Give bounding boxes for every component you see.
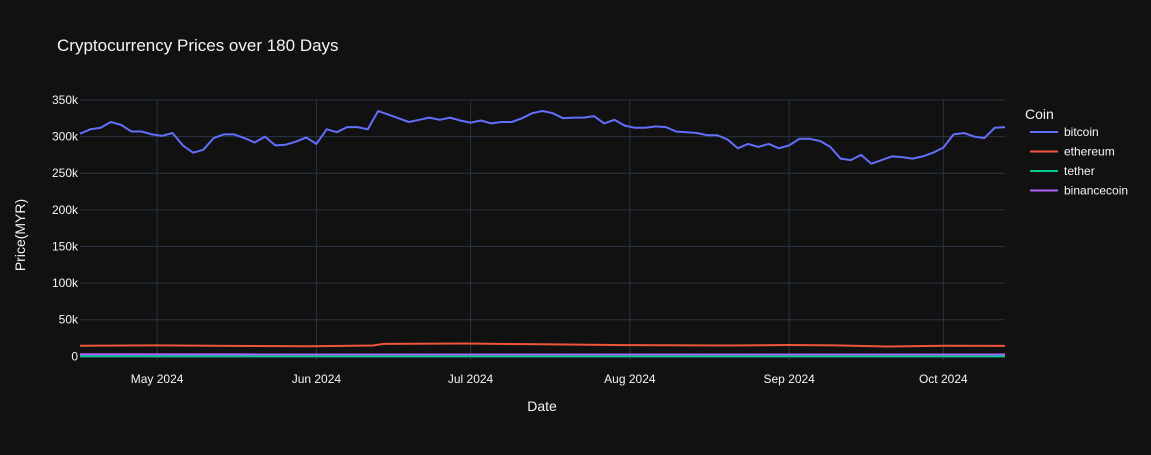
x-tick-label: Jul 2024 [448,372,494,386]
chart-title: Cryptocurrency Prices over 180 Days [57,36,339,55]
y-tick-label: 350k [52,93,79,107]
x-tick-label: Jun 2024 [292,372,342,386]
legend-label: binancecoin [1064,184,1128,198]
plot-area [80,100,1005,360]
x-tick-label: Sep 2024 [763,372,815,386]
y-tick-label: 250k [52,166,79,180]
y-tick-label: 0 [71,349,78,363]
y-tick-label: 100k [52,276,79,290]
legend-title: Coin [1025,106,1054,122]
y-tick-label: 300k [52,130,79,144]
y-tick-label: 200k [52,203,79,217]
legend-label: tether [1064,164,1095,178]
legend-label: bitcoin [1064,125,1099,139]
legend-label: ethereum [1064,145,1115,159]
y-axis-title: Price(MYR) [12,199,28,271]
y-tick-label: 150k [52,239,79,253]
x-tick-label: Oct 2024 [919,372,968,386]
x-axis-title: Date [527,398,557,414]
x-tick-label: Aug 2024 [604,372,656,386]
x-tick-label: May 2024 [131,372,184,386]
y-tick-label: 50k [59,313,79,327]
